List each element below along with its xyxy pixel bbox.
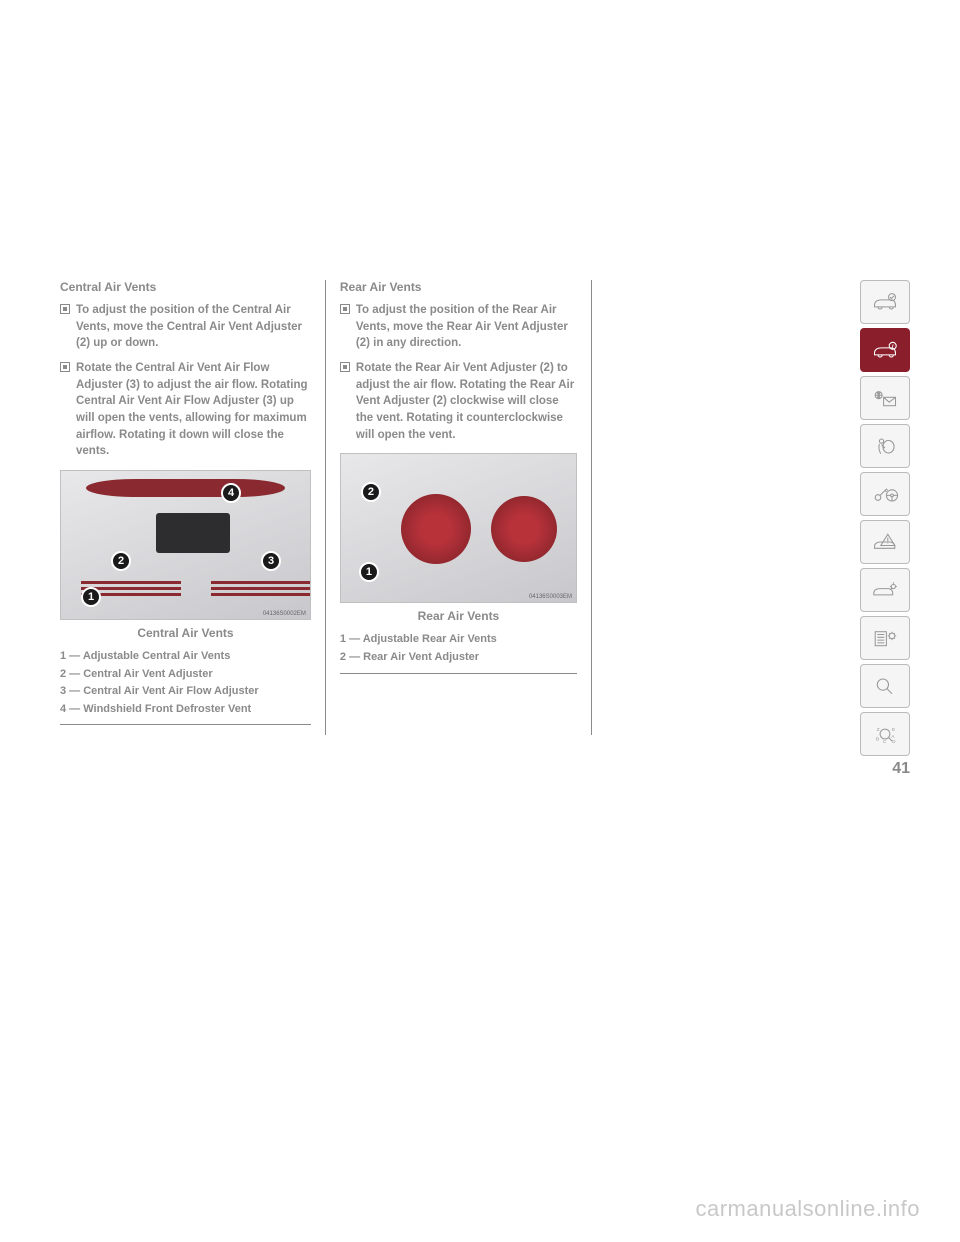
tab-display-mail[interactable] [860,376,910,420]
svg-text:E: E [892,727,896,733]
svg-text:Z: Z [877,727,880,733]
square-bullet-icon [60,304,70,314]
figure-caption: Rear Air Vents [340,609,577,623]
legend-line: 3 — Central Air Vent Air Flow Adjuster [60,683,311,701]
settings-list-icon [871,624,899,652]
tab-search[interactable] [860,664,910,708]
vehicle-info-icon: i [871,336,899,364]
vent-slat [81,581,181,584]
infotainment-screen [156,513,231,553]
rear-vent-right [491,496,557,562]
bullet-item: Rotate the Rear Air Vent Adjuster (2) to… [340,360,577,443]
bullet-text: Rotate the Rear Air Vent Adjuster (2) to… [356,360,577,443]
svg-text:C: C [883,739,887,745]
page-number: 41 [892,760,910,778]
tab-airbag[interactable] [860,424,910,468]
svg-text:B: B [876,736,879,742]
svg-text:A: A [891,734,895,740]
legend-line: 1 — Adjustable Central Air Vents [60,648,311,666]
callout-3: 3 [261,551,281,571]
vent-slat [211,593,310,596]
callout-2: 2 [361,482,381,502]
column-rear: Rear Air Vents To adjust the position of… [326,280,592,735]
legend-rear: 1 — Adjustable Rear Air Vents 2 — Rear A… [340,631,577,673]
airbag-icon [871,432,899,460]
tab-service[interactable] [860,568,910,612]
vent-slat [211,587,310,590]
figure-caption: Central Air Vents [60,626,311,640]
callout-1: 1 [359,562,379,582]
watermark-text: carmanualsonline.info [695,1196,920,1222]
legend-central: 1 — Adjustable Central Air Vents 2 — Cen… [60,648,311,725]
bullet-item: Rotate the Central Air Vent Air Flow Adj… [60,360,311,460]
tab-index[interactable]: ZB EACD [860,712,910,756]
svg-text:D: D [892,739,896,745]
legend-line: 2 — Rear Air Vent Adjuster [340,649,577,667]
figure-code: 04136S0003EM [529,594,572,600]
defroster-strip [86,479,285,497]
legend-line: 4 — Windshield Front Defroster Vent [60,701,311,719]
warning-car-icon [871,528,899,556]
display-mail-icon [871,384,899,412]
figure-central-vents: 4 2 3 1 04136S0002EM [60,470,311,620]
key-wheel-icon [871,480,899,508]
callout-4: 4 [221,483,241,503]
search-icon [871,672,899,700]
legend-line: 2 — Central Air Vent Adjuster [60,666,311,684]
tab-vehicle-info[interactable]: i [860,328,910,372]
central-title: Central Air Vents [60,280,311,294]
bullet-item: To adjust the position of the Central Ai… [60,302,311,352]
bullet-text: Rotate the Central Air Vent Air Flow Adj… [76,360,311,460]
square-bullet-icon [340,304,350,314]
side-nav-tabs: i ZB EACD [860,280,910,756]
tab-overview[interactable] [860,280,910,324]
callout-1: 1 [81,587,101,607]
overview-icon [871,288,899,316]
bullet-text: To adjust the position of the Central Ai… [76,302,311,352]
bullet-item: To adjust the position of the Rear Air V… [340,302,577,352]
legend-line: 1 — Adjustable Rear Air Vents [340,631,577,649]
index-icon: ZB EACD [871,720,899,748]
figure-rear-vents: 2 1 04136S0003EM [340,453,577,603]
rear-title: Rear Air Vents [340,280,577,294]
bullet-text: To adjust the position of the Rear Air V… [356,302,577,352]
tab-settings-list[interactable] [860,616,910,660]
callout-2: 2 [111,551,131,571]
square-bullet-icon [340,362,350,372]
service-icon [871,576,899,604]
vent-slat [211,581,310,584]
tab-key-wheel[interactable] [860,472,910,516]
figure-code: 04136S0002EM [263,611,306,617]
column-central: Central Air Vents To adjust the position… [60,280,326,735]
tab-warning-car[interactable] [860,520,910,564]
rear-vent-left [401,494,471,564]
content-columns: Central Air Vents To adjust the position… [60,280,620,735]
column-spacer [592,280,620,735]
square-bullet-icon [60,362,70,372]
